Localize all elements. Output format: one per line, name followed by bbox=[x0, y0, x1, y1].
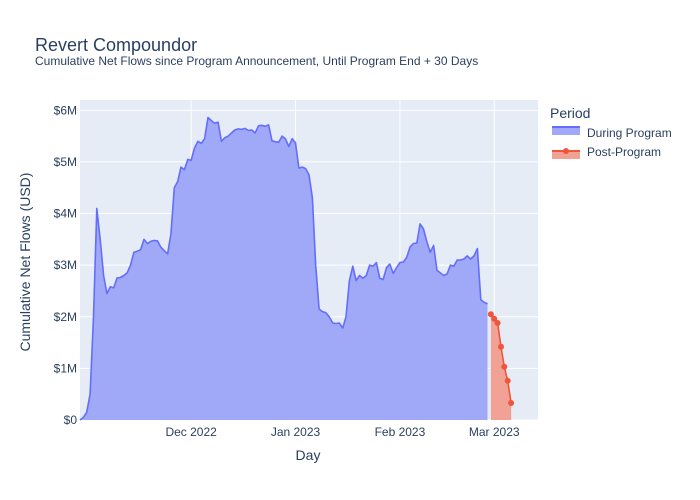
marker-post-program bbox=[504, 377, 511, 384]
legend-item-during-program[interactable]: During Program bbox=[552, 126, 672, 140]
chart-title: Revert Compoundor bbox=[35, 35, 197, 55]
marker-post-program bbox=[491, 315, 498, 322]
legend: Period During Program Post-Program bbox=[550, 105, 672, 159]
marker-post-program bbox=[498, 343, 504, 350]
y-tick-labels: $0 $1M $2M $3M $4M $5M $6M bbox=[54, 103, 78, 427]
x-tick-label: Jan 2023 bbox=[271, 425, 321, 439]
marker-post-program bbox=[494, 320, 501, 326]
marker-post-program bbox=[508, 400, 515, 406]
x-tick-labels: Dec 2022 Jan 2023 Feb 2023 Mar 2023 bbox=[165, 425, 519, 439]
y-tick-label: $5M bbox=[54, 155, 77, 169]
y-tick-label: $0 bbox=[64, 413, 78, 427]
series-markers bbox=[487, 311, 515, 406]
legend-swatch-during-program bbox=[552, 127, 580, 135]
y-tick-label: $1M bbox=[54, 361, 77, 375]
y-tick-label: $2M bbox=[54, 310, 77, 324]
x-tick-label: Mar 2023 bbox=[469, 425, 520, 439]
chart-subtitle: Cumulative Net Flows since Program Annou… bbox=[35, 54, 478, 68]
legend-label-during-program: During Program bbox=[587, 126, 672, 140]
legend-label-post-program: Post-Program bbox=[587, 145, 661, 159]
y-tick-label: $6M bbox=[54, 103, 77, 117]
series-areas bbox=[80, 117, 512, 420]
legend-swatch-post-program bbox=[552, 151, 580, 159]
line-during-program bbox=[79, 116, 488, 421]
x-tick-label: Feb 2023 bbox=[375, 425, 426, 439]
y-axis-label: Cumulative Net Flows (USD) bbox=[17, 173, 33, 352]
marker-post-program bbox=[487, 311, 494, 318]
x-tick-label: Dec 2022 bbox=[165, 425, 217, 439]
legend-marker-post-program bbox=[563, 148, 569, 154]
area-during-program bbox=[80, 117, 488, 420]
legend-item-post-program[interactable]: Post-Program bbox=[552, 145, 661, 159]
y-tick-label: $4M bbox=[54, 207, 77, 221]
area-post-program bbox=[490, 314, 512, 420]
x-axis-label: Day bbox=[296, 447, 321, 463]
y-tick-label: $3M bbox=[54, 258, 77, 272]
marker-post-program bbox=[501, 363, 508, 370]
legend-title: Period bbox=[550, 105, 590, 121]
